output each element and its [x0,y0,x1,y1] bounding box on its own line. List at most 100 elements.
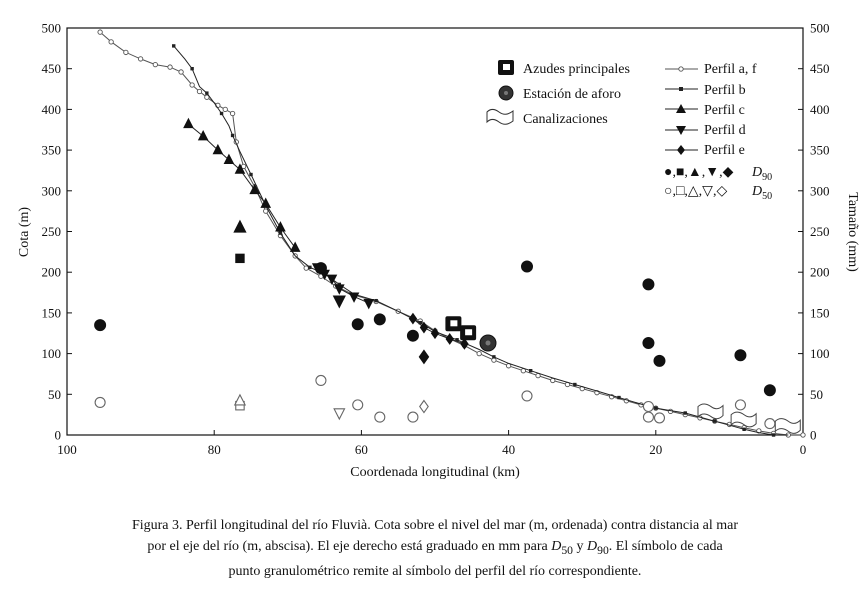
profile-marker-0 [800,432,806,438]
figure-caption: Figura 3. Perfil longitudinal del río Fl… [40,515,830,582]
y2-tick-label: 300 [810,183,830,198]
profile-marker-0 [222,106,228,113]
y-tick-label: 0 [55,428,62,443]
profile-marker-0 [303,265,309,271]
profile-marker-1 [683,411,687,415]
profile-lines [97,29,806,438]
profile-marker-3 [348,292,360,303]
legend-line-af [665,66,698,72]
channelization-marker [697,403,724,420]
weir-marker [460,325,477,341]
profile-marker-0 [491,357,497,363]
profile-marker-3 [363,299,375,310]
legend-d90-symbols: ●,■,▲,▼,◆ [664,165,734,180]
profile-marker-2 [197,129,209,141]
d90-point [332,295,346,309]
y2-tick-label: 450 [810,61,830,76]
legend-d50-label: D50 [751,184,772,202]
caption-d90: D [586,539,598,554]
y-tick-label: 200 [42,265,62,280]
profile-marker-1 [308,265,312,270]
profile-marker-1 [455,338,459,342]
d50-point [374,411,386,423]
profile-marker-0 [152,61,158,68]
y-tick-label: 400 [42,102,62,117]
y2-tick-label: 50 [810,387,823,402]
profile-marker-2 [289,241,301,252]
profile-marker-0 [137,56,144,62]
d50-letter: D [751,184,762,199]
profile-marker-0 [229,110,236,117]
profile-marker-2 [275,221,286,232]
caption-d90-sub: 90 [597,543,609,557]
profile-marker-0 [196,88,203,95]
d90-point [763,384,776,397]
d50-point [642,411,654,423]
profile-marker-0 [123,49,129,56]
profile-marker-3 [334,284,345,295]
grain-size-points [94,219,801,434]
legend-channelization-label: Canalizaciones [523,112,608,127]
profile-marker-2 [234,163,246,174]
y2-tick-label: 150 [810,305,830,320]
profile-marker-1 [573,382,577,387]
y-tick-label: 300 [42,183,62,198]
d90-point [373,313,386,326]
d90-point [653,354,666,367]
profile-marker-4 [408,312,418,325]
d90-point [94,319,107,332]
x-tick-label: 100 [57,442,77,457]
d90-point [314,262,327,275]
profile-line-1 [173,45,789,436]
legend-perfil-af-label: Perfil a, f [704,62,757,77]
x-tick-label: 80 [208,442,221,457]
weir-marker [445,316,462,332]
d90-point [642,278,655,291]
profile-marker-2 [260,197,272,208]
caption-and: y [572,539,587,554]
y-tick-label: 350 [42,143,62,158]
profile-marker-1 [492,355,496,359]
caption-d50: D [551,539,562,554]
legend-line-e [665,145,698,155]
y-axis-title: Cota (m) [17,207,32,257]
y2-tick-label: 200 [810,265,830,280]
d90-point [521,260,533,273]
profile-marker-2 [223,153,235,164]
d90-point [351,318,364,331]
d50-point [94,396,106,408]
y2-tick-label: 400 [810,102,830,117]
profile-marker-1 [654,406,658,410]
profile-marker-1 [278,231,283,235]
y-tick-label: 100 [42,346,62,361]
legend-line-b [665,87,698,91]
profile-marker-1 [219,111,224,116]
profile-marker-4 [445,333,454,345]
profile-marker-2 [183,117,194,129]
y-tick-label: 250 [42,224,62,239]
profile-marker-1 [230,133,235,138]
profile-marker-1 [712,419,717,423]
profile-marker-1 [528,368,533,373]
profile-marker-2 [212,143,224,155]
y-tick-label: 500 [42,21,62,36]
y2-tick-label: 100 [810,346,830,361]
gauging-station-icon [498,85,514,101]
profile-marker-1 [205,91,209,95]
y2-tick-label: 350 [810,143,830,158]
legend-left: Azudes principales Estación de aforo Can… [486,60,630,127]
y2-axis-title: Tamaño (mm) [845,192,860,272]
profile-marker-1 [418,320,422,325]
profile-marker-3 [326,274,338,285]
profile-marker-1 [771,433,776,437]
y2-tick-label: 0 [810,428,817,443]
x-tick-label: 40 [502,442,515,457]
d90-subscript: 90 [762,172,772,183]
d90-point [235,253,245,264]
legend-weirs-label: Azudes principales [523,62,630,77]
weir-icon [498,60,514,75]
caption-line-3: punto granulométrico remite al símbolo d… [228,563,642,579]
x-tick-label: 0 [800,442,807,457]
gauging-station-center [485,340,491,346]
